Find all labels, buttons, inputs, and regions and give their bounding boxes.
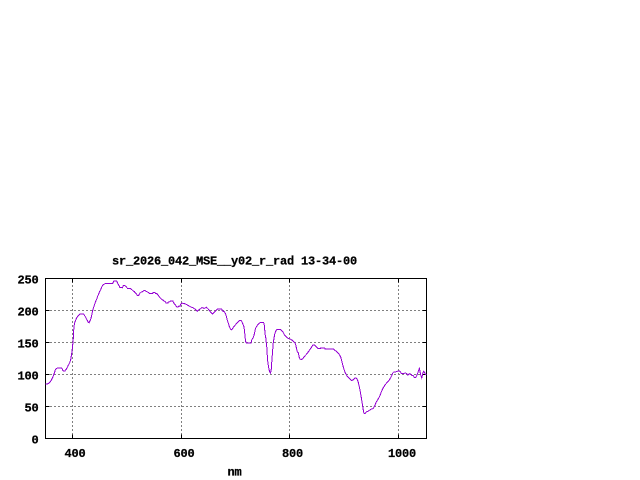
svg-text:200: 200 [17,305,38,319]
svg-text:400: 400 [64,447,85,461]
svg-text:0: 0 [31,433,38,447]
svg-text:600: 600 [173,447,194,461]
svg-text:250: 250 [17,273,38,287]
svg-text:nm: nm [227,466,241,480]
svg-text:150: 150 [17,337,38,351]
svg-text:800: 800 [282,447,303,461]
svg-text:100: 100 [17,369,38,383]
svg-text:1000: 1000 [388,447,416,461]
svg-text:sr_2026_042_MSE__y02_r_rad 13-: sr_2026_042_MSE__y02_r_rad 13-34-00 [112,255,357,269]
svg-text:50: 50 [24,401,38,415]
